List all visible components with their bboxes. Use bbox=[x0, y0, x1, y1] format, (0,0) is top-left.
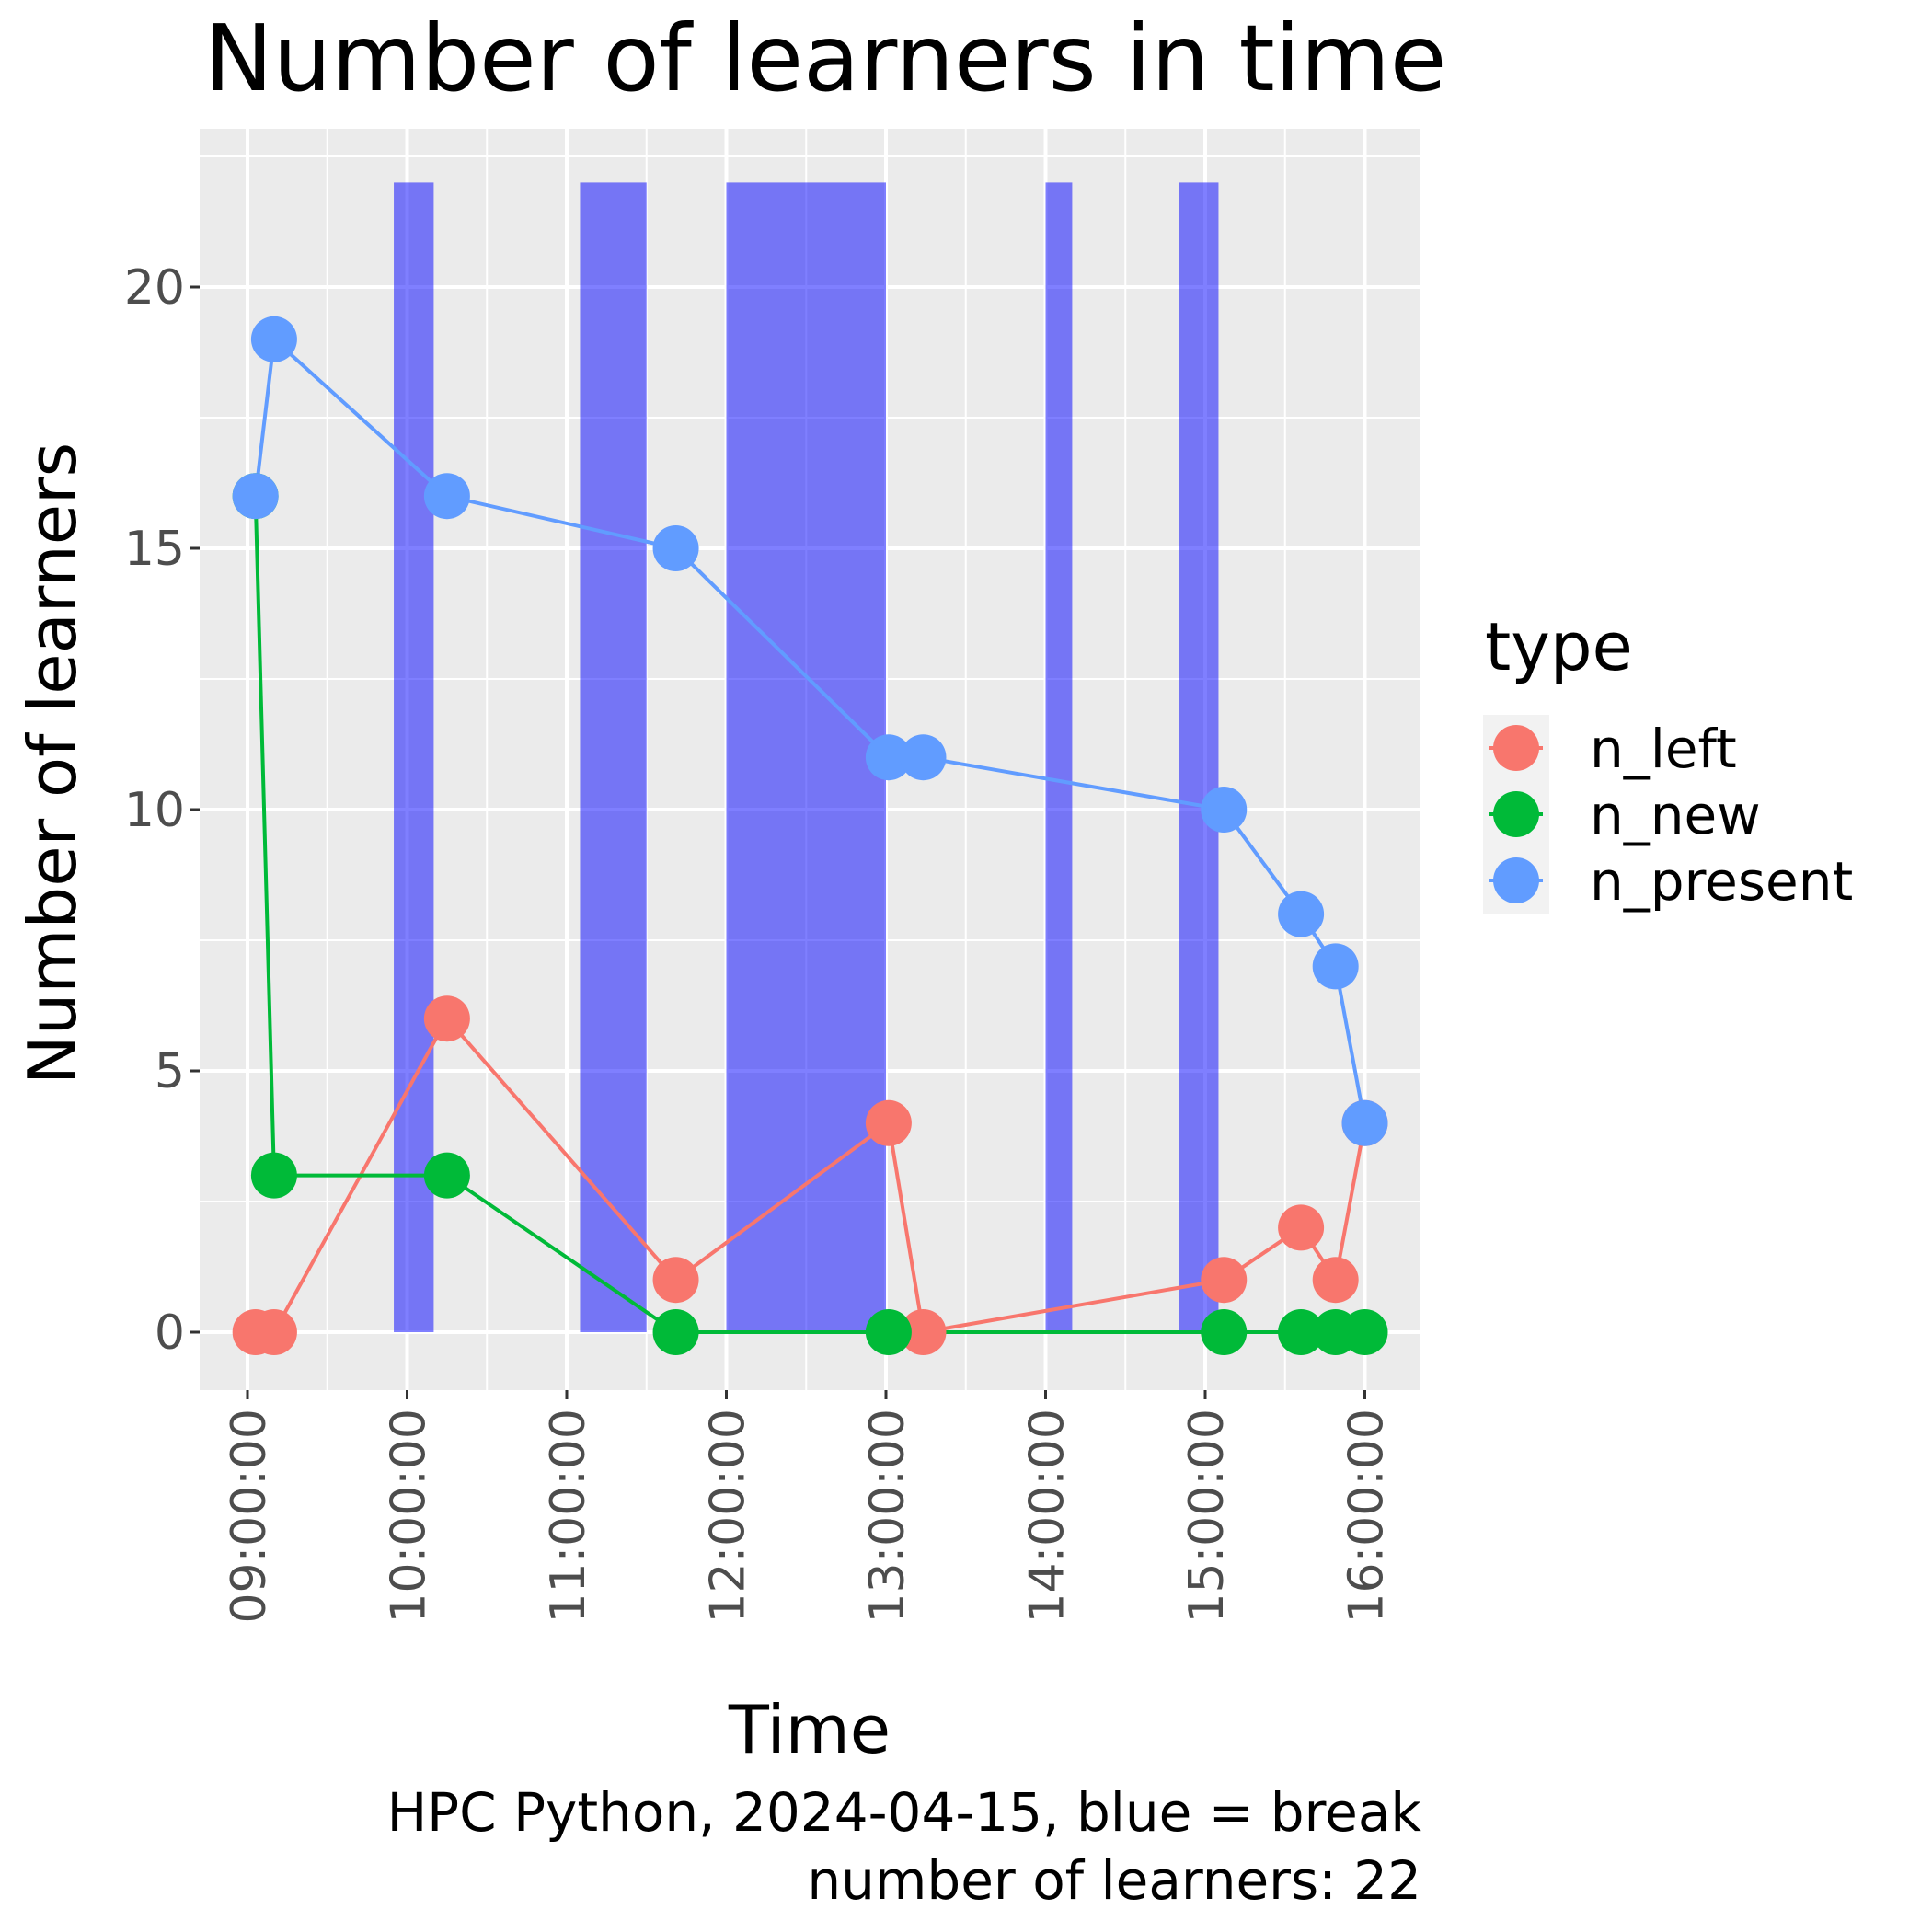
x-tick-label: 15:00:00 bbox=[1179, 1409, 1235, 1624]
legend-label-n_left: n_left bbox=[1590, 718, 1737, 780]
point-n_left bbox=[865, 1099, 912, 1146]
x-tick-label: 13:00:00 bbox=[860, 1409, 915, 1624]
break-bar bbox=[726, 182, 886, 1332]
point-n_left bbox=[423, 995, 470, 1042]
point-n_present bbox=[232, 473, 279, 520]
break-bar bbox=[394, 182, 434, 1332]
x-tick-label: 16:00:00 bbox=[1340, 1409, 1395, 1624]
break-bars bbox=[394, 182, 1219, 1332]
caption-line-2: number of learners: 22 bbox=[807, 1849, 1421, 1912]
break-bar bbox=[1045, 182, 1073, 1332]
legend-key-n_left bbox=[1493, 725, 1539, 771]
x-axis-ticks: 09:00:00 10:00:00 11:00:00 12:00:00 13:00:00… bbox=[222, 1390, 1395, 1624]
y-tick-label: 20 bbox=[124, 260, 185, 316]
legend-key-n_new bbox=[1493, 791, 1539, 837]
y-axis-ticks: 0 5 10 15 20 bbox=[124, 260, 200, 1361]
y-tick-label: 5 bbox=[155, 1044, 185, 1099]
x-tick-label: 10:00:00 bbox=[382, 1409, 437, 1624]
legend-title: type bbox=[1485, 608, 1633, 685]
point-n_left bbox=[1278, 1204, 1325, 1251]
point-n_new bbox=[1278, 1309, 1325, 1355]
y-tick-label: 15 bbox=[124, 522, 185, 577]
point-n_present bbox=[1201, 787, 1248, 833]
point-n_present bbox=[1278, 891, 1325, 937]
point-n_new bbox=[423, 1152, 470, 1199]
legend-label-n_present: n_present bbox=[1590, 850, 1853, 913]
chart-title: Number of learners in time bbox=[204, 5, 1446, 112]
legend-label-n_new: n_new bbox=[1590, 784, 1761, 846]
y-axis-title: Number of learners bbox=[14, 443, 91, 1085]
point-n_left bbox=[652, 1257, 699, 1304]
series-points bbox=[232, 316, 1388, 1355]
caption-line-1: HPC Python, 2024-04-15, blue = break bbox=[387, 1781, 1422, 1844]
point-n_left bbox=[1201, 1257, 1248, 1304]
point-n_new bbox=[865, 1309, 912, 1355]
point-n_present bbox=[1341, 1099, 1388, 1146]
x-tick-label: 11:00:00 bbox=[541, 1409, 596, 1624]
point-n_new bbox=[1201, 1309, 1248, 1355]
legend-key-n_present bbox=[1493, 857, 1539, 903]
point-n_present bbox=[900, 734, 947, 781]
x-tick-label: 14:00:00 bbox=[1020, 1409, 1075, 1624]
point-n_left bbox=[900, 1309, 947, 1355]
point-n_present bbox=[250, 316, 297, 362]
break-bar bbox=[580, 182, 647, 1332]
point-n_new bbox=[250, 1152, 297, 1199]
point-n_present bbox=[865, 734, 912, 781]
x-tick-label: 09:00:00 bbox=[222, 1409, 277, 1624]
point-n_left bbox=[250, 1309, 297, 1355]
x-tick-label: 12:00:00 bbox=[701, 1409, 756, 1624]
point-n_left bbox=[1312, 1257, 1359, 1304]
point-n_new bbox=[652, 1309, 699, 1355]
point-n_present bbox=[423, 473, 470, 520]
break-bar bbox=[1179, 182, 1219, 1332]
y-tick-label: 10 bbox=[124, 783, 185, 838]
point-n_present bbox=[1312, 943, 1359, 990]
point-n_present bbox=[652, 525, 699, 571]
x-axis-title: Time bbox=[728, 1691, 891, 1768]
y-tick-label: 0 bbox=[155, 1305, 185, 1361]
point-n_new bbox=[1341, 1309, 1388, 1355]
